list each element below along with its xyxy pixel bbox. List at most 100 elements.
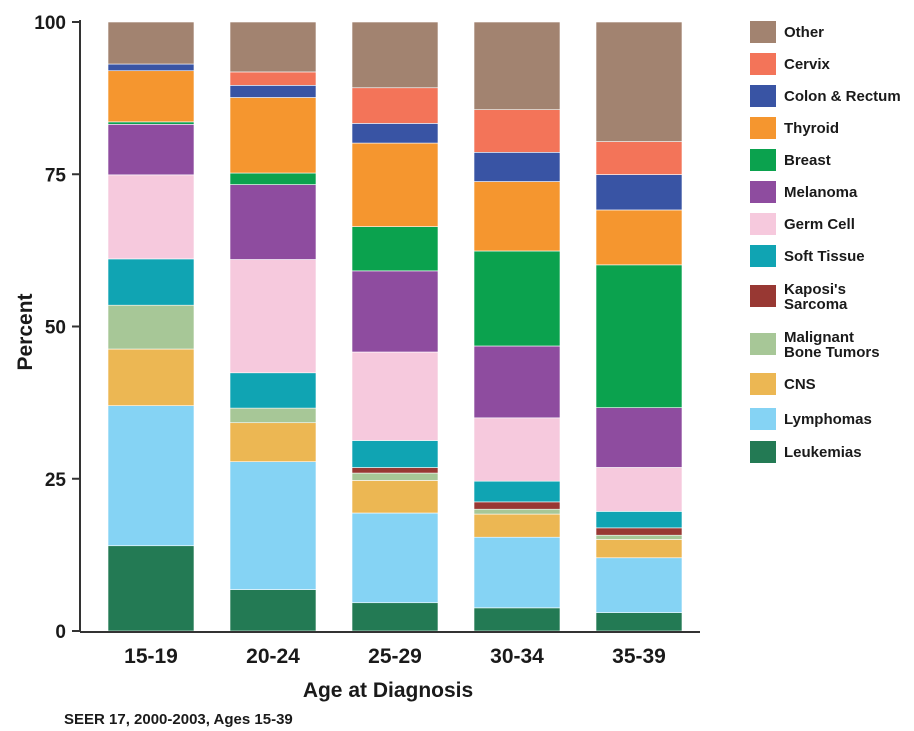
legend-label: Cervix xyxy=(784,56,831,73)
x-tick-label: 25-29 xyxy=(368,645,422,668)
bar-segment xyxy=(229,85,317,98)
bar-segment xyxy=(107,545,195,632)
legend-label: Breast xyxy=(784,152,831,169)
bar-segment xyxy=(595,557,683,613)
source-note: SEER 17, 2000-2003, Ages 15-39 xyxy=(64,711,293,728)
bar-segment xyxy=(473,480,561,503)
bar-segment xyxy=(473,508,561,515)
x-tick-label: 30-34 xyxy=(490,645,544,668)
y-tick-label: 100 xyxy=(34,13,66,34)
bar-segment xyxy=(595,612,683,632)
bar-segment xyxy=(473,181,561,252)
bar-segment xyxy=(351,440,439,468)
legend-label: Other xyxy=(784,24,824,41)
legend-swatch xyxy=(750,285,776,307)
bar-segment xyxy=(595,264,683,408)
bar-segment xyxy=(595,539,683,559)
legend-swatch xyxy=(750,85,776,107)
bar-segment xyxy=(229,461,317,590)
bar-segment xyxy=(107,70,195,123)
bar-segment xyxy=(107,63,195,72)
bar-segment xyxy=(107,174,195,260)
bar-segment xyxy=(107,258,195,306)
legend-label: Soft Tissue xyxy=(784,248,865,265)
bar-segment xyxy=(351,602,439,632)
bars xyxy=(107,21,683,632)
bar-segment xyxy=(107,348,195,406)
legend-label: Germ Cell xyxy=(784,216,855,233)
legend-swatch xyxy=(750,21,776,43)
bar-segment xyxy=(473,536,561,609)
bar-segment xyxy=(473,513,561,538)
legend-label: CNS xyxy=(784,376,816,393)
bar-segment xyxy=(351,87,439,124)
bar-segment xyxy=(229,97,317,174)
bar-segment xyxy=(473,501,561,510)
bar-segment xyxy=(351,512,439,604)
bar-segment xyxy=(351,351,439,441)
bar-segment xyxy=(351,21,439,89)
legend-label: Thyroid xyxy=(784,120,839,137)
bar-segment xyxy=(107,304,195,350)
bar-segment xyxy=(595,209,683,266)
bar-segment xyxy=(107,121,195,125)
legend-swatch xyxy=(750,149,776,171)
bar-segment xyxy=(229,172,317,185)
x-axis-title: Age at Diagnosis xyxy=(303,679,473,702)
bar-segment xyxy=(229,372,317,409)
y-axis-title: Percent xyxy=(14,293,37,370)
y-tick-label: 0 xyxy=(55,622,66,643)
bar-segment xyxy=(473,345,561,419)
y-tick-label: 50 xyxy=(45,318,66,339)
y-tick-label: 75 xyxy=(45,165,67,186)
bar-segment xyxy=(595,467,683,512)
legend-label: Colon & Rectum xyxy=(784,88,901,105)
legend-swatch xyxy=(750,181,776,203)
bar-segment xyxy=(473,109,561,153)
x-tick-label: 15-19 xyxy=(124,645,178,668)
bar-segment xyxy=(229,71,317,86)
legend-label: Kaposi's Sarcoma xyxy=(784,281,848,313)
bar-segment xyxy=(595,21,683,142)
x-tick-label: 35-39 xyxy=(612,645,666,668)
bar-segment xyxy=(107,124,195,176)
bar-segment xyxy=(229,422,317,462)
bar-segment xyxy=(595,511,683,529)
bar-segment xyxy=(107,21,195,65)
legend-swatch xyxy=(750,333,776,355)
bar-segment xyxy=(595,141,683,175)
legend-swatch xyxy=(750,441,776,463)
bar-segment xyxy=(595,527,683,536)
bar-segment xyxy=(229,184,317,260)
legend-label: Melanoma xyxy=(784,184,858,201)
legend-swatch xyxy=(750,53,776,75)
bar-segment xyxy=(473,417,561,482)
legend: Other Cervix Colon & Rectum Thyroid Breast Me… xyxy=(750,21,901,463)
legend-swatch xyxy=(750,117,776,139)
legend-label: Malignant Bone Tumors xyxy=(784,329,880,361)
bar-segment xyxy=(351,270,439,353)
bar-segment xyxy=(473,21,561,110)
bar-segment xyxy=(351,142,439,227)
x-tick-label: 20-24 xyxy=(246,645,300,668)
legend-label: Lymphomas xyxy=(784,411,872,428)
legend-swatch xyxy=(750,373,776,395)
x-tick-labels: 15-19 20-24 25-29 30-34 35-39 xyxy=(124,645,666,668)
bar-segment xyxy=(473,607,561,632)
bar-segment xyxy=(351,480,439,514)
bar-segment xyxy=(229,259,317,374)
y-tick-label: 25 xyxy=(45,470,67,491)
legend-swatch xyxy=(750,213,776,235)
bar-segment xyxy=(595,534,683,540)
legend-label: Leukemias xyxy=(784,444,862,461)
bar-segment xyxy=(595,407,683,468)
bar-segment xyxy=(229,589,317,632)
bar-segment xyxy=(351,472,439,481)
bar-segment xyxy=(473,250,561,347)
bar-segment xyxy=(351,226,439,272)
bar-segment xyxy=(229,407,317,424)
bar-segment xyxy=(229,21,317,73)
bar-segment xyxy=(595,174,683,211)
legend-swatch xyxy=(750,408,776,430)
